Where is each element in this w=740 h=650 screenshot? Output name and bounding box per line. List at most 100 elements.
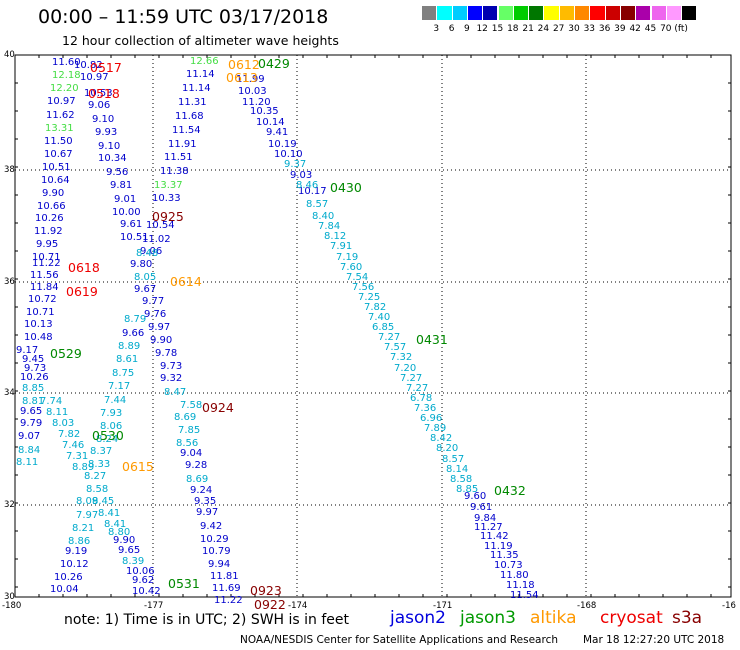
wave-height-value: 11.54 bbox=[510, 590, 539, 601]
wave-height-value: 9.94 bbox=[208, 559, 231, 570]
wave-height-value: 9.76 bbox=[144, 309, 167, 320]
wave-height-value: 11.80 bbox=[500, 570, 529, 581]
wave-height-value: 9.10 bbox=[98, 141, 121, 152]
wave-height-value: 8.69 bbox=[186, 474, 209, 485]
legend-swatch bbox=[650, 6, 666, 20]
wave-height-value: 9.80 bbox=[130, 259, 153, 270]
wave-height-value: 7.44 bbox=[104, 395, 127, 406]
legend-label: 39 bbox=[614, 24, 626, 34]
wave-height-value: 8.85 bbox=[22, 383, 45, 394]
wave-height-value: 9.97 bbox=[148, 322, 171, 333]
wave-height-value: 8.58 bbox=[86, 484, 109, 495]
wave-height-value: 10.19 bbox=[268, 139, 297, 150]
pass-time-label: 0615 bbox=[122, 459, 154, 474]
wave-height-value: 9.37 bbox=[284, 159, 307, 170]
longitude-label: -168 bbox=[577, 601, 597, 611]
wave-height-value: 11.22 bbox=[214, 595, 243, 606]
legend-label: 24 bbox=[537, 24, 550, 34]
wave-height-value: 11.51 bbox=[164, 152, 193, 163]
wave-height-value: 11.91 bbox=[168, 139, 197, 150]
wave-height-value: 9.90 bbox=[150, 335, 173, 346]
pass-time-label: 0529 bbox=[50, 346, 82, 361]
longitude-label: -171 bbox=[433, 601, 453, 611]
wave-height-value: 9.56 bbox=[106, 167, 129, 178]
map-title: 00:00 – 11:59 UTC 03/17/2018 bbox=[38, 6, 329, 28]
wave-height-value: 11.81 bbox=[210, 571, 239, 582]
wave-height-value: 9.06 bbox=[88, 100, 111, 111]
wave-height-value: 9.01 bbox=[114, 194, 137, 205]
pass-time-label: 0618 bbox=[68, 260, 100, 275]
wave-height-value: 9.07 bbox=[18, 431, 41, 442]
pass-time-label: 0923 bbox=[250, 583, 282, 598]
wave-height-value: 7.93 bbox=[100, 408, 123, 419]
grid-lines bbox=[15, 55, 731, 597]
wave-height-value: 7.32 bbox=[390, 352, 413, 363]
wave-height-value: 8.39 bbox=[122, 556, 145, 567]
wave-height-value: 10.14 bbox=[256, 117, 285, 128]
legend-swatch bbox=[574, 6, 590, 20]
wave-height-value: 11.84 bbox=[30, 282, 59, 293]
wave-height-value: 10.10 bbox=[274, 149, 303, 160]
wave-height-value: 11.60 bbox=[52, 57, 81, 68]
pass-time-label: 0431 bbox=[416, 332, 448, 347]
wave-height-value: 9.77 bbox=[142, 296, 165, 307]
wave-height-value: 9.73 bbox=[24, 363, 47, 374]
wave-height-value: 7.27 bbox=[400, 373, 423, 384]
wave-height-value: 8.57 bbox=[442, 454, 465, 465]
wave-height-value: 8.20 bbox=[436, 443, 459, 454]
wave-height-value: 8.89 bbox=[72, 462, 95, 473]
wave-height-value: 9.65 bbox=[20, 406, 43, 417]
satellite-jason3: jason3 bbox=[460, 608, 516, 628]
wave-height-value: 7.27 bbox=[406, 383, 429, 394]
wave-height-value: 10.53 bbox=[84, 88, 113, 99]
legend-label: 70 bbox=[660, 24, 672, 34]
wave-height-value: 10.34 bbox=[98, 153, 127, 164]
legend-label: 15 bbox=[491, 24, 504, 34]
wave-height-value: 9.32 bbox=[160, 373, 183, 384]
wave-height-value: 10.51 bbox=[120, 232, 149, 243]
wave-height-value: 10.71 bbox=[26, 307, 55, 318]
wave-height-value: 7.82 bbox=[58, 429, 81, 440]
legend-swatch bbox=[482, 6, 498, 20]
wave-height-value: 11.38 bbox=[160, 166, 189, 177]
wave-height-value: 8.58 bbox=[450, 474, 473, 485]
wave-height-value: 10.73 bbox=[494, 560, 523, 571]
legend-swatch bbox=[681, 6, 697, 20]
wave-height-value: 11.14 bbox=[186, 69, 215, 80]
wave-height-value: 11.99 bbox=[236, 74, 265, 85]
legend-swatch bbox=[436, 6, 452, 20]
legend-swatch bbox=[451, 6, 467, 20]
wave-height-value: 10.97 bbox=[47, 96, 76, 107]
wave-height-value: 8.12 bbox=[324, 231, 347, 242]
wave-height-value: 9.67 bbox=[134, 284, 157, 295]
legend-swatch bbox=[497, 6, 513, 20]
wave-height-value: 10.72 bbox=[28, 294, 57, 305]
wave-height-value: 9.90 bbox=[42, 188, 65, 199]
credit-line: NOAA/NESDIS Center for Satellite Applica… bbox=[240, 634, 558, 646]
wave-height-value: 7.54 bbox=[346, 272, 369, 283]
wave-height-value: 10.26 bbox=[35, 213, 64, 224]
legend-swatch bbox=[543, 6, 559, 20]
legend-label: 9 bbox=[464, 24, 470, 34]
wave-height-value: 7.40 bbox=[368, 312, 391, 323]
wave-height-value: 7.17 bbox=[108, 381, 131, 392]
wave-height-value: 6.96 bbox=[420, 413, 443, 424]
wave-height-value: 8.24 bbox=[96, 434, 119, 445]
longitude-label: -180 bbox=[2, 601, 22, 611]
wave-height-value: 8.86 bbox=[68, 536, 91, 547]
wave-height-value: 9.90 bbox=[113, 535, 136, 546]
pass-time-label: 0517 bbox=[90, 60, 122, 75]
wave-height-value: 9.61 bbox=[470, 502, 493, 513]
wave-height-value: 9.66 bbox=[122, 328, 145, 339]
legend-label: 36 bbox=[598, 24, 611, 34]
wave-height-value: 12.66 bbox=[190, 56, 219, 67]
legend-label: 6 bbox=[448, 24, 455, 34]
legend-label: 27 bbox=[552, 24, 565, 34]
legend-label: 30 bbox=[568, 24, 580, 34]
legend-swatch bbox=[589, 6, 605, 20]
wave-height-value: 8.40 bbox=[312, 211, 335, 222]
legend-label: 18 bbox=[507, 24, 519, 34]
wave-height-value: 11.92 bbox=[34, 226, 63, 237]
wave-height-value: 10.17 bbox=[298, 186, 327, 197]
